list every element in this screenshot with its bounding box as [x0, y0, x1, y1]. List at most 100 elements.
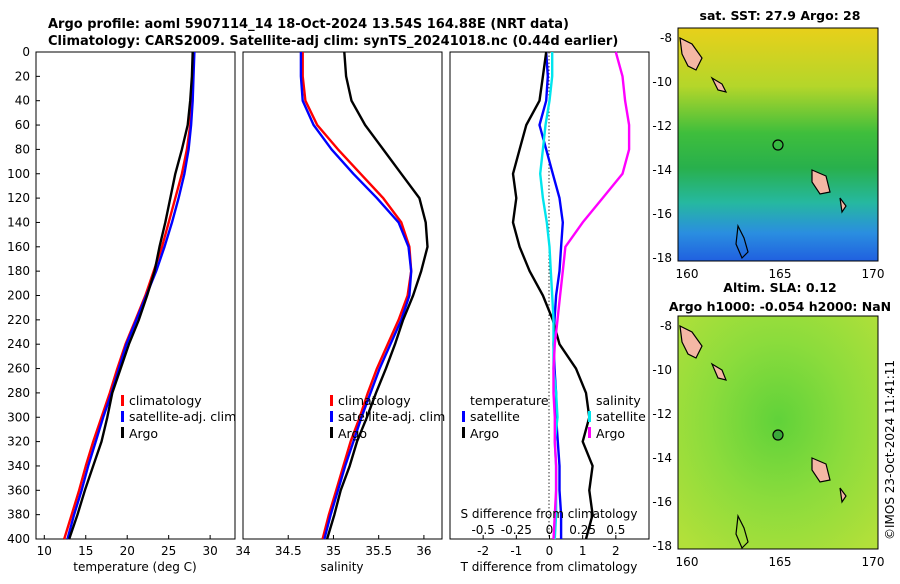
- depth-tick-label: 320: [7, 435, 30, 449]
- depth-tick-label: 240: [7, 337, 30, 351]
- lon-tick-label: 170: [862, 555, 885, 569]
- t-difference-xlabel: T difference from climatology: [460, 560, 638, 574]
- sst-map-title: sat. SST: 27.9 Argo: 28: [700, 8, 861, 23]
- legend-title-temperature: temperature: [470, 393, 549, 408]
- lat-tick-label: -10: [652, 363, 672, 377]
- legend-swatch-t-argo: [462, 427, 465, 438]
- depth-tick-label: 380: [7, 508, 30, 522]
- lat-tick-label: -16: [652, 495, 672, 509]
- sst-map-frame: [677, 27, 879, 262]
- legend-label-satellite: satellite-adj. clim: [338, 409, 445, 424]
- x-tick-label: 0: [546, 544, 554, 558]
- x-tick-label: 20: [120, 544, 135, 558]
- depth-tick-label: 280: [7, 386, 30, 400]
- legend-label-climatology: climatology: [129, 393, 202, 408]
- lat-tick-label: -12: [652, 407, 672, 421]
- sla-map-title-line1: Altim. SLA: 0.12: [723, 280, 836, 295]
- s-difference-label: S difference from climatology: [461, 507, 638, 521]
- legend-title-salinity: salinity: [596, 393, 641, 408]
- lat-tick-label: -18: [652, 251, 672, 265]
- depth-tick-label: 100: [7, 167, 30, 181]
- island-shape: [811, 457, 831, 483]
- salinity-lines: [299, 51, 429, 540]
- x-tick-label: 30: [202, 544, 217, 558]
- lat-tick-label: -18: [652, 539, 672, 553]
- legend-swatch-argo: [121, 427, 124, 438]
- x-tick-label: -2: [477, 544, 489, 558]
- depth-tick-label: 80: [15, 142, 30, 156]
- top-tick-label: 0.25: [569, 523, 596, 537]
- difference-panel: -2 -1 0 1 2 -0.5 -0.25 0 0.25 0.5 S difference f…: [449, 51, 650, 574]
- sst-lon-tick-labels: 160 165 170: [676, 267, 885, 281]
- lon-tick-label: 160: [676, 555, 699, 569]
- temperature-lines: [63, 51, 196, 540]
- top-tick-label: 0: [546, 523, 554, 537]
- legend-swatch-climatology: [121, 395, 124, 406]
- legend-label-s-satellite: satellite: [596, 409, 646, 424]
- lon-tick-label: 160: [676, 267, 699, 281]
- depth-tick-label: 360: [7, 483, 30, 497]
- temperature-axes-box: [35, 51, 236, 540]
- depth-tick-label: 200: [7, 289, 30, 303]
- depth-tick-label: 40: [15, 94, 30, 108]
- sla-map-frame: [677, 315, 879, 550]
- depth-tick-label: 60: [15, 118, 30, 132]
- temperature-panel: 0 20 40 60 80 100 120 140 160 180 200 220 240 260 280 3…: [7, 45, 454, 574]
- difference-axes-box: [449, 51, 650, 540]
- depth-tick-label: 20: [15, 69, 30, 83]
- difference-legend-temperature: temperature satellite Argo: [462, 393, 549, 441]
- lon-tick-label: 165: [769, 555, 792, 569]
- lat-tick-label: -8: [660, 31, 672, 45]
- difference-tick-labels: -2 -1 0 1 2: [477, 535, 620, 558]
- legend-label-argo: Argo: [338, 426, 367, 441]
- lat-tick-label: -8: [660, 319, 672, 333]
- depth-tick-label: 120: [7, 191, 30, 205]
- lat-tick-label: -10: [652, 75, 672, 89]
- legend-label-t-argo: Argo: [470, 426, 499, 441]
- series-line-t-satellite: [538, 51, 564, 539]
- sla-map-title-line2: Argo h1000: -0.054 h2000: NaN: [669, 299, 891, 314]
- series-line-s-argo: [552, 51, 631, 540]
- legend-label-satellite: satellite-adj. clim: [129, 409, 236, 424]
- lat-tick-label: -12: [652, 119, 672, 133]
- sst-map-panel: sat. SST: 27.9 Argo: 28 -8 -10 -12 -14 -16 -1…: [652, 8, 884, 281]
- series-line-satellite-adj-clim: [299, 52, 413, 540]
- legend-label-s-argo: Argo: [596, 426, 625, 441]
- sst-field: [678, 28, 878, 261]
- temperature-tick-labels: 10 15 20 25 30: [37, 535, 218, 558]
- argo-position-marker: [772, 139, 784, 151]
- series-line-argo: [325, 51, 429, 540]
- temperature-legend: climatology satellite-adj. clim Argo: [121, 393, 236, 441]
- depth-tick-label: 400: [7, 532, 30, 546]
- depth-tick-label: 220: [7, 313, 30, 327]
- legend-label-t-satellite: satellite: [470, 409, 520, 424]
- lon-tick-label: 165: [769, 267, 792, 281]
- temperature-xlabel: temperature (deg C): [73, 560, 196, 574]
- depth-tick-labels: 0 20 40 60 80 100 120 140 160 180 200 220 240 260 280 3…: [7, 45, 454, 546]
- salinity-legend: climatology satellite-adj. clim Argo: [330, 393, 445, 441]
- legend-swatch-argo: [330, 427, 333, 438]
- lon-tick-label: 170: [862, 267, 885, 281]
- salinity-xlabel: salinity: [320, 560, 363, 574]
- legend-swatch-s-satellite: [588, 411, 591, 422]
- island-shape: [811, 169, 831, 195]
- imos-credit: ©IMOS 23-Oct-2024 11:41:11: [883, 360, 897, 540]
- x-tick-label: 36: [416, 544, 431, 558]
- top-tick-label: -0.5: [471, 523, 494, 537]
- depth-tick-label: 180: [7, 264, 30, 278]
- sla-lon-tick-labels: 160 165 170: [676, 555, 885, 569]
- x-tick-label: 2: [612, 544, 620, 558]
- depth-tick-label: 140: [7, 215, 30, 229]
- x-tick-label: 34.5: [275, 544, 302, 558]
- legend-swatch-s-argo: [588, 427, 591, 438]
- island-shape: [710, 362, 727, 381]
- legend-swatch-climatology: [330, 395, 333, 406]
- argo-position-marker: [772, 429, 784, 441]
- island-shape: [679, 36, 703, 71]
- sla-lat-tick-labels: -8 -10 -12 -14 -16 -18: [652, 319, 672, 553]
- sst-islands: [679, 36, 847, 260]
- series-line-climatology: [301, 52, 413, 540]
- depth-tick-label: 0: [22, 45, 30, 59]
- island-shape: [710, 76, 728, 93]
